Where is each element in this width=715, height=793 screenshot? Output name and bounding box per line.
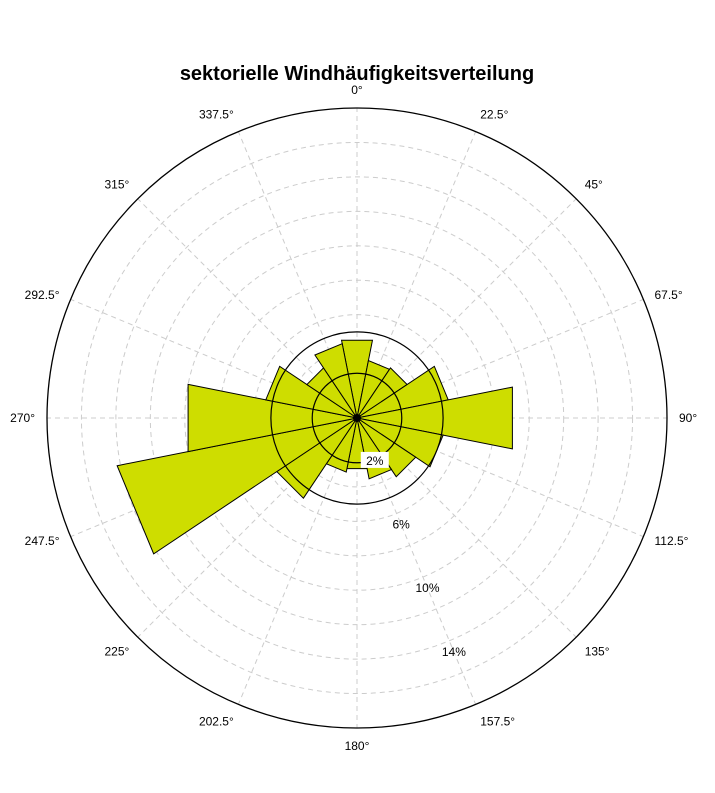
direction-label: 337.5° xyxy=(199,108,234,122)
direction-label: 157.5° xyxy=(480,714,515,728)
direction-label: 180° xyxy=(345,739,370,753)
direction-label: 270° xyxy=(10,411,35,425)
grid-circle xyxy=(115,176,599,660)
direction-label: 0° xyxy=(351,83,363,97)
grid-spoke xyxy=(356,417,477,705)
direction-label: 67.5° xyxy=(654,288,682,302)
grid-spoke xyxy=(137,198,358,419)
ring-label: 2% xyxy=(366,454,384,468)
grid-spoke xyxy=(70,298,358,419)
sector-bar-15 xyxy=(314,342,358,419)
grid-spoke xyxy=(356,298,644,419)
chart-title: sektorielle Windhäufigkeitsverteilung xyxy=(180,63,534,85)
grid-spoke xyxy=(237,131,358,419)
direction-label: 22.5° xyxy=(480,108,508,122)
polar-grid xyxy=(46,107,668,729)
grid-spoke xyxy=(137,417,358,638)
grid-circle xyxy=(80,141,634,695)
grid-circle xyxy=(149,210,565,626)
grid-spoke xyxy=(237,417,358,705)
grid-spoke xyxy=(356,417,644,538)
direction-label: 112.5° xyxy=(654,534,688,548)
sector-bars xyxy=(116,339,513,555)
ring-label: 10% xyxy=(415,581,439,595)
direction-label: 225° xyxy=(104,645,129,659)
direction-label: 135° xyxy=(585,645,610,659)
solid-rings xyxy=(270,331,444,505)
grid-spoke xyxy=(356,198,577,419)
outer-circle xyxy=(46,107,668,729)
grid-spoke xyxy=(356,417,577,638)
direction-label: 315° xyxy=(104,177,129,191)
direction-label: 202.5° xyxy=(199,714,234,728)
direction-label: 292.5° xyxy=(25,288,60,302)
ring-label: 14% xyxy=(442,645,466,659)
solid-ring-1 xyxy=(270,331,444,505)
grid-spoke xyxy=(356,131,477,419)
direction-label: 45° xyxy=(585,177,603,191)
center-dot xyxy=(353,414,361,422)
direction-labels: 0° 22.5° 45° 67.5° 90° 112.5° 135° 157.5° 180° 20… xyxy=(10,83,697,753)
direction-label: 247.5° xyxy=(25,534,60,548)
ring-label: 6% xyxy=(392,518,410,532)
direction-label: 90° xyxy=(679,411,697,425)
ring-label-bg xyxy=(360,451,389,468)
solid-ring-0 xyxy=(311,372,403,464)
radial-tick-labels: 2% 6% 10% 14% xyxy=(360,451,466,659)
